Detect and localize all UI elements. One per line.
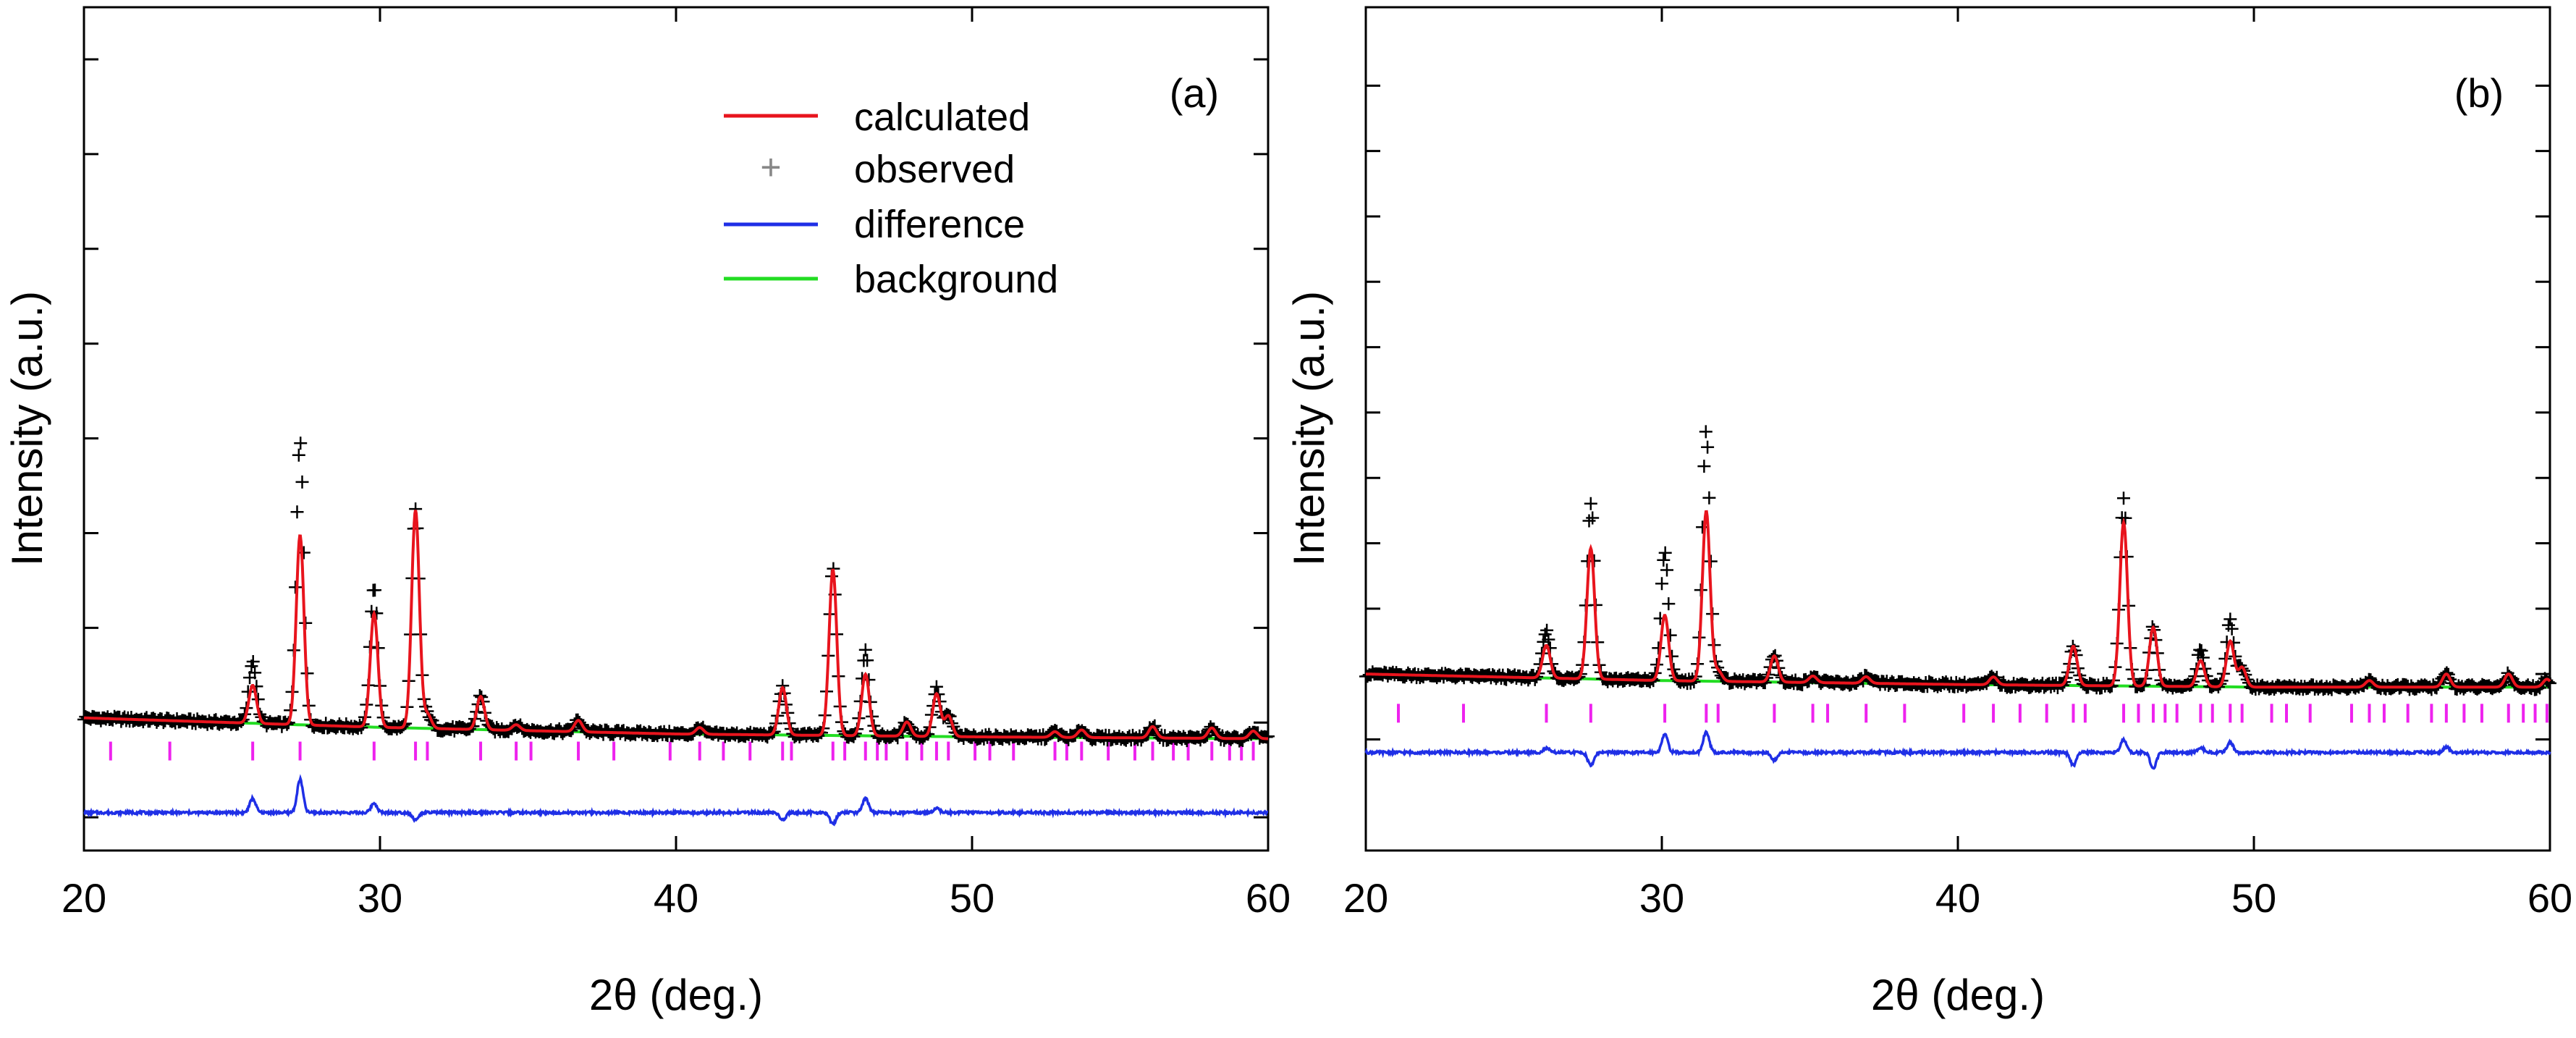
series-observed (1359, 425, 2556, 696)
series-difference (1364, 729, 2551, 770)
plot-lines (77, 436, 1275, 827)
legend-item-difference: difference (724, 203, 1025, 246)
x-tick-labels: 20 30 40 50 60 (1343, 875, 2572, 921)
axis-ticks (1364, 7, 2551, 851)
reflection-marks (109, 741, 1255, 761)
x-tick-label: 40 (1935, 875, 1980, 921)
legend-item-background: background (724, 258, 1058, 301)
x-tick-label: 20 (1343, 875, 1388, 921)
panel-b: 20 30 40 50 60 (b) 2θ (deg.) Intensity (a.u.… (1285, 6, 2572, 1019)
x-tick-label: 40 (654, 875, 698, 921)
series-difference (83, 774, 1269, 827)
x-tick-label: 50 (950, 875, 994, 921)
plot-lines (1359, 425, 2556, 770)
y-axis-label: Intensity (a.u.) (1285, 291, 1333, 566)
x-tick-label: 60 (2528, 875, 2572, 921)
legend-label-calculated: calculated (854, 96, 1030, 139)
legend-swatch-observed: + (760, 147, 781, 187)
y-axis-label: Intensity (a.u.) (3, 291, 51, 566)
x-axis-label: 2θ (deg.) (589, 971, 763, 1019)
legend-label-background: background (854, 258, 1058, 301)
x-tick-label: 60 (1246, 875, 1291, 921)
legend-item-calculated: calculated (724, 96, 1030, 139)
legend-label-difference: difference (854, 203, 1025, 246)
panel-label: (a) (1170, 70, 1219, 116)
plot-frame (1364, 6, 2551, 852)
panel-a: 20 30 40 50 60 (a) 2θ (deg.) Intensity (a.u.… (3, 6, 1291, 1019)
x-tick-label: 30 (358, 875, 402, 921)
x-tick-label: 30 (1639, 875, 1684, 921)
x-tick-labels: 20 30 40 50 60 (62, 875, 1291, 921)
observed-markers (1359, 425, 2556, 696)
x-axis-label: 2θ (deg.) (1871, 971, 2045, 1019)
series-calculated (83, 510, 1268, 740)
legend-item-observed: + observed (760, 147, 1015, 191)
x-tick-label: 20 (62, 875, 106, 921)
reflection-marks (1396, 704, 2548, 723)
legend-label-observed: observed (854, 148, 1015, 191)
legend: calculated + observed difference backgro… (724, 96, 1058, 301)
series-calculated (1366, 510, 2551, 689)
x-tick-label: 50 (2231, 875, 2276, 921)
panel-label: (b) (2454, 70, 2504, 116)
